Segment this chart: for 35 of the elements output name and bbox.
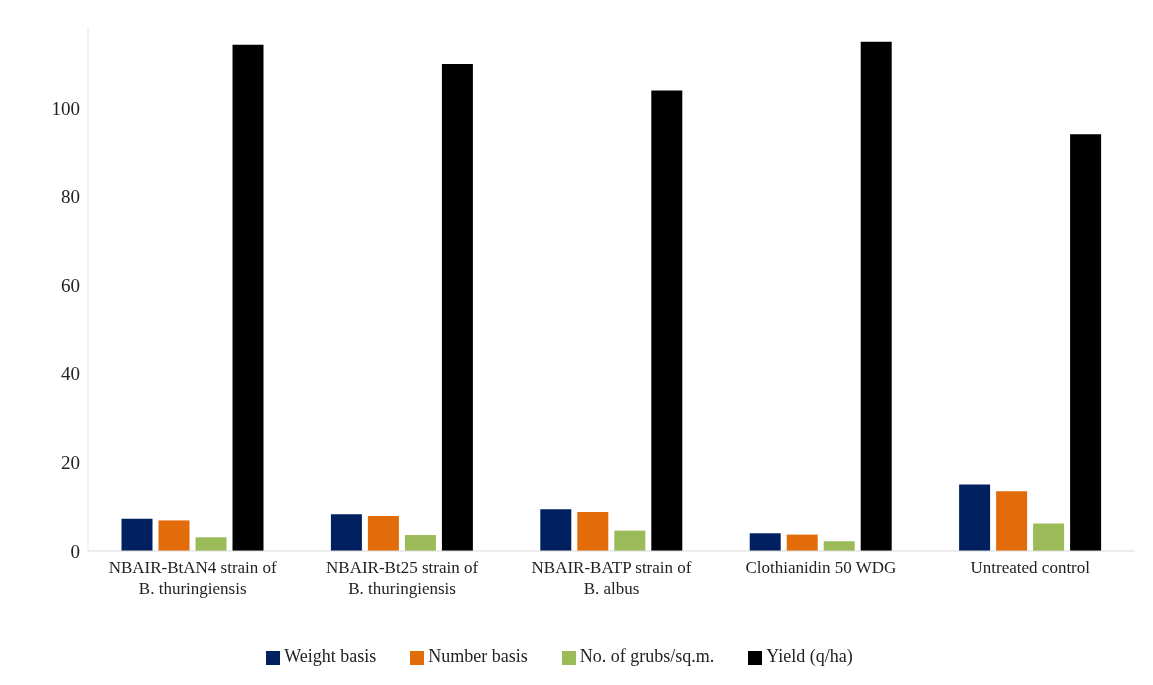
bar <box>232 44 264 551</box>
bar <box>823 541 855 551</box>
bar <box>540 509 572 551</box>
legend-label: Yield (q/ha) <box>766 646 853 666</box>
bar <box>330 514 362 551</box>
x-tick-label: NBAIR-Bt25 strain of B. thuringiensis <box>326 558 479 598</box>
bar <box>749 533 781 551</box>
x-tick-label: NBAIR-BATP strain of B. albus <box>531 558 692 598</box>
y-tick-label: 0 <box>70 540 80 562</box>
y-tick-label: 80 <box>61 186 80 208</box>
bar <box>786 534 818 551</box>
x-tick-label: Clothianidin 50 WDG <box>745 558 897 577</box>
y-tick-label: 100 <box>51 97 80 119</box>
bar <box>577 512 609 551</box>
bar <box>996 491 1028 551</box>
bar <box>1033 523 1065 551</box>
x-tick-label: NBAIR-BtAN4 strain of B. thuringiensis <box>108 558 278 598</box>
y-tick-label: 60 <box>61 274 80 296</box>
bar <box>860 41 892 551</box>
bar <box>121 518 153 551</box>
bar <box>441 63 473 551</box>
x-tick-label: Untreated control <box>970 558 1091 577</box>
legend-label: Number basis <box>428 646 528 666</box>
legend-label: No. of grubs/sq.m. <box>579 646 715 666</box>
y-tick-label: 40 <box>61 363 80 385</box>
bar <box>195 537 227 551</box>
bar <box>614 530 646 551</box>
bar <box>1070 134 1102 551</box>
bar <box>959 484 991 551</box>
bar <box>367 515 399 551</box>
legend-label: Weight basis <box>284 646 377 666</box>
bar <box>651 90 683 551</box>
y-tick-label: 20 <box>61 452 80 474</box>
bar <box>158 520 190 551</box>
bar <box>404 535 436 551</box>
